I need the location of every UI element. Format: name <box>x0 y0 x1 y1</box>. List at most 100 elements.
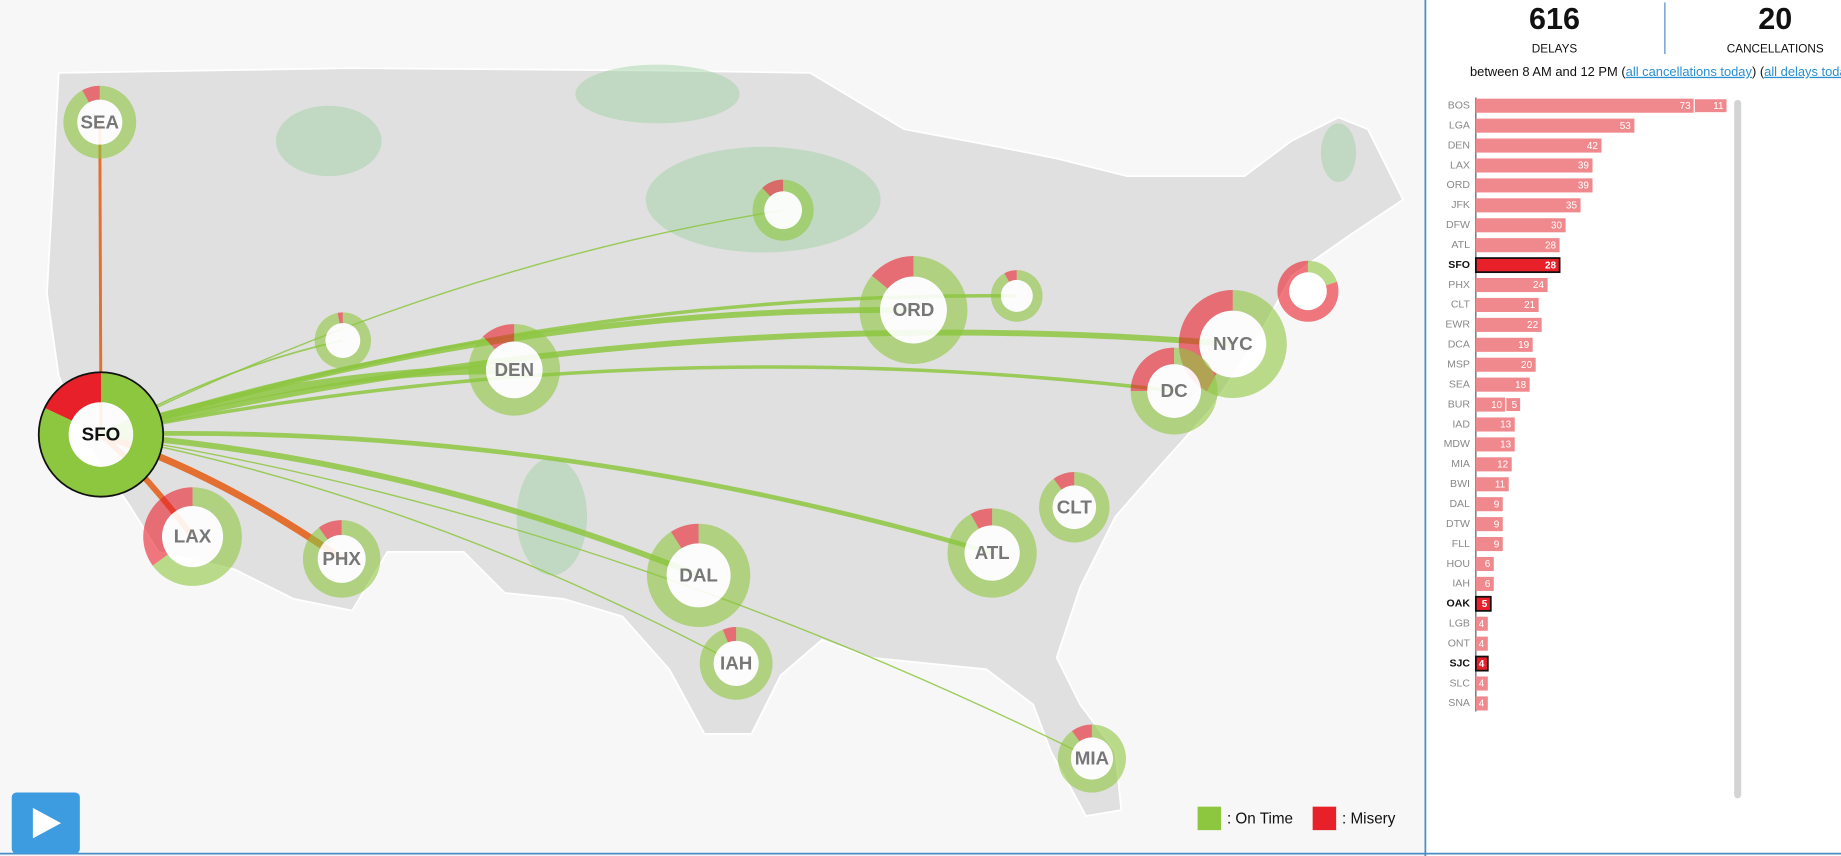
delay-label: DELAYS <box>1532 42 1578 55</box>
airport-hub <box>666 543 731 608</box>
time-range-text: ) ( <box>1752 64 1765 79</box>
value-label: 30 <box>1551 220 1563 231</box>
category-label: CLT <box>1451 299 1471 311</box>
scrollbar[interactable] <box>1734 99 1742 799</box>
bar <box>1475 238 1560 253</box>
airport-hub <box>325 323 361 358</box>
bar <box>1475 98 1695 113</box>
bar <box>1475 377 1530 392</box>
bar <box>1475 537 1503 552</box>
misery-wedge <box>1130 347 1175 392</box>
value-label: 4 <box>1479 619 1485 630</box>
route <box>100 365 1175 437</box>
category-label: LGA <box>1449 119 1471 131</box>
category-label: DCA <box>1448 339 1471 351</box>
category-label: ORD <box>1447 179 1471 191</box>
airport-hub <box>1070 737 1114 780</box>
on-time-wedge <box>990 270 1043 322</box>
value-label: 4 <box>1479 699 1485 710</box>
delay-bars: BOS 73 11 LGA 53 DEN 42 LAX 39 ORD 39 JFK 35 DFW 30 ATL… <box>1444 98 1728 711</box>
value-label: 9 <box>1494 499 1500 510</box>
airport-hub <box>485 341 543 399</box>
route <box>100 329 1234 438</box>
value-label: 18 <box>1515 380 1527 391</box>
category-label: SFO <box>1448 259 1470 271</box>
bar <box>1475 616 1488 631</box>
bar <box>1475 517 1503 532</box>
value-label: 5 <box>1512 400 1518 411</box>
value-label: 12 <box>1497 460 1509 471</box>
airport-hub <box>879 276 947 344</box>
bar <box>1475 218 1566 233</box>
bar <box>1475 477 1509 492</box>
misery-wedge <box>82 85 100 103</box>
bar <box>1475 317 1542 332</box>
misery-wedge <box>44 372 101 421</box>
bar <box>1475 676 1488 691</box>
airport-hub <box>161 506 224 568</box>
airport-hub <box>764 191 803 230</box>
category-label: SJC <box>1449 657 1470 669</box>
value-label: 4 <box>1479 679 1485 690</box>
value-label: 20 <box>1521 360 1533 371</box>
value-label: 39 <box>1578 161 1590 172</box>
value-label: 4 <box>1479 659 1485 670</box>
legend-swatch <box>1312 806 1337 831</box>
delay-count: 616 <box>1529 2 1580 36</box>
route <box>100 209 784 436</box>
on-time-wedge <box>947 508 1037 598</box>
category-label: MIA <box>1451 458 1471 470</box>
bar <box>1474 595 1492 612</box>
category-label: IAH <box>1452 578 1470 590</box>
delays-link[interactable]: all delays today <box>1764 64 1841 79</box>
value-label: 42 <box>1587 141 1599 152</box>
value-label: 13 <box>1500 440 1512 451</box>
on-time-wedge <box>859 255 968 365</box>
airport-label: IAH <box>720 653 752 674</box>
on-time-wedge <box>63 85 137 159</box>
value-label: 13 <box>1500 420 1512 431</box>
category-label: HOU <box>1447 558 1470 570</box>
category-label: PHX <box>1448 279 1470 291</box>
airport-hub <box>1199 310 1267 378</box>
airport-label: LAX <box>174 526 212 547</box>
airport-label: SFO <box>82 424 121 445</box>
airport-hub <box>713 640 759 686</box>
airport-label: ORD <box>893 299 935 320</box>
misery-wedge <box>337 312 343 324</box>
misery-wedge <box>722 627 737 643</box>
value-label: 28 <box>1545 240 1557 251</box>
value-label: 9 <box>1494 539 1500 550</box>
cancellation-count: 20 <box>1758 2 1792 36</box>
on-time-wedge <box>38 372 164 497</box>
value-label: 19 <box>1518 340 1530 351</box>
bar <box>1475 497 1503 512</box>
category-label: MDW <box>1444 438 1470 450</box>
legend-label: : Misery <box>1342 811 1396 828</box>
cancellations-link[interactable]: all cancellations today <box>1626 64 1753 79</box>
bar <box>1474 655 1489 672</box>
airports: SFO SEA DEN ORD NYC DC LAX PHX DAL ATL CLT IAH MIA <box>37 85 1339 793</box>
legend-swatch <box>1197 806 1222 831</box>
value-label: 9 <box>1494 519 1500 530</box>
airport-hub <box>1289 272 1327 311</box>
airport-hub <box>68 402 134 467</box>
airport-label: ATL <box>975 542 1010 563</box>
airport-label: SEA <box>81 111 120 132</box>
misery-wedge <box>871 255 914 289</box>
on-time-wedge <box>699 627 773 700</box>
category-label: EWR <box>1445 319 1470 331</box>
category-label: DFW <box>1446 219 1470 231</box>
on-time-wedge <box>1057 724 1126 793</box>
airport-hub <box>317 534 366 583</box>
on-time-wedge <box>646 523 751 628</box>
legend: : On Time: Misery <box>1197 806 1396 831</box>
category-label: FLL <box>1452 538 1470 550</box>
bar <box>1475 556 1494 572</box>
misery-wedge <box>670 523 699 549</box>
category-label: SNA <box>1448 697 1471 709</box>
misery-wedge <box>318 520 342 540</box>
time-range: between 8 AM and 12 PM (all cancellation… <box>1470 64 1841 79</box>
